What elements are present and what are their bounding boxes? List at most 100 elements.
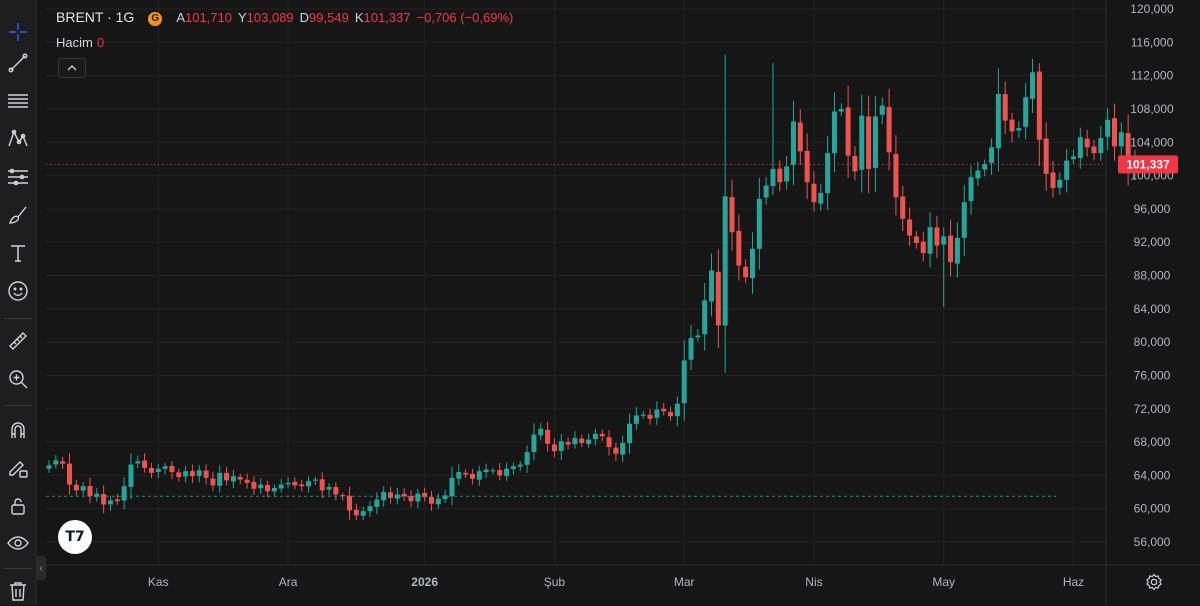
symbol-title[interactable]: BRENT · 1G	[56, 9, 135, 25]
candle-body	[1071, 156, 1076, 160]
candle-body	[1118, 132, 1124, 147]
price-tick-label: 116,000	[1131, 35, 1174, 49]
price-tick-label: 80,000	[1134, 335, 1171, 349]
candle-body	[360, 511, 366, 516]
price-tick-label: 60,000	[1134, 502, 1171, 516]
low-label: D	[299, 10, 310, 25]
fib-icon[interactable]	[3, 86, 33, 116]
candle-body	[524, 452, 530, 465]
candle-body	[1125, 133, 1131, 168]
collapse-toolbar-button[interactable]: ‹	[36, 556, 46, 580]
candle-body	[1050, 172, 1056, 189]
candle-body	[586, 439, 592, 444]
candle-body	[306, 481, 312, 487]
trend-line-icon[interactable]	[3, 48, 33, 78]
time-tick-label: Mar	[674, 575, 695, 589]
current-price-badge	[1118, 155, 1178, 174]
candle-body	[87, 485, 93, 497]
time-tick-label: Şub	[544, 575, 566, 589]
candle-body	[968, 177, 974, 202]
candle-body	[224, 472, 230, 481]
candle-body	[1016, 128, 1022, 131]
candle-body	[702, 300, 708, 335]
candle-body	[114, 499, 120, 502]
candle-body	[292, 481, 298, 486]
candle-body	[1023, 97, 1029, 127]
magnet-icon[interactable]	[3, 415, 33, 445]
G-icon: G	[148, 12, 163, 26]
price-tick-label: 88,000	[1134, 269, 1171, 283]
candle-body	[790, 121, 796, 165]
time-tick-label: Ara	[279, 575, 298, 589]
candle-body	[285, 482, 291, 485]
candle-body	[60, 461, 66, 464]
candle-body	[558, 441, 564, 452]
candle-body	[825, 153, 831, 194]
crosshair-icon[interactable]	[3, 17, 33, 47]
eye-icon[interactable]	[3, 528, 33, 558]
chart-area[interactable]: 120,000 116,000 112,000 108,000 104,000 100,0…	[46, 0, 1200, 605]
candle-body	[961, 202, 967, 238]
candle-body	[695, 335, 701, 338]
zoom-icon[interactable]	[3, 364, 33, 394]
candle-body	[388, 492, 393, 498]
candle-body	[709, 270, 715, 302]
candle-body	[237, 476, 243, 480]
candle-body	[312, 479, 318, 481]
candle-body	[941, 236, 947, 245]
candle-body	[258, 484, 264, 489]
price-chart[interactable]: 120,000116,000112,000108,000104,000100,0…	[46, 0, 1200, 605]
candle-body	[811, 183, 817, 203]
candle-body	[319, 479, 325, 491]
candle-body	[183, 471, 189, 477]
candle-body	[729, 197, 735, 233]
candle-body	[46, 465, 52, 469]
candle-body	[353, 509, 359, 516]
emoji-icon[interactable]	[3, 276, 33, 306]
candle-body	[989, 147, 995, 163]
current-price-label: 101,337	[1126, 157, 1170, 171]
forecast-icon[interactable]	[3, 162, 33, 192]
candle-body	[428, 497, 434, 504]
candle-body	[886, 107, 892, 153]
candle-body	[326, 487, 332, 490]
candle-body	[743, 266, 749, 278]
candle-body	[818, 193, 824, 204]
tradingview-logo[interactable]: T7	[58, 520, 92, 554]
pattern-icon[interactable]	[3, 124, 33, 154]
candle-body	[722, 196, 728, 326]
ruler-icon[interactable]	[3, 326, 33, 356]
drawing-toolbar	[0, 0, 37, 605]
gear-icon[interactable]	[1144, 572, 1164, 592]
lock-draw-icon[interactable]	[3, 453, 33, 483]
low-value: 99,549	[309, 10, 349, 25]
candle-body	[456, 472, 462, 479]
text-icon[interactable]	[3, 238, 33, 268]
candle-body	[784, 166, 790, 182]
toolbar-separator	[4, 405, 32, 406]
ohlc-legend: BRENT · 1G G A101,710 Y103,089 D99,549 K101,3…	[56, 9, 519, 26]
candle-body	[531, 434, 537, 453]
brush-icon[interactable]	[3, 200, 33, 230]
candle-body	[463, 472, 469, 475]
candle-body	[749, 248, 755, 279]
candle-body	[203, 470, 209, 478]
candle-body	[483, 469, 489, 473]
chevron-up-icon	[67, 65, 77, 71]
candle-body	[101, 494, 107, 505]
time-tick-label: May	[932, 575, 955, 589]
candle-body	[1009, 119, 1015, 132]
lock-icon[interactable]	[3, 491, 33, 521]
candle-body	[852, 155, 858, 172]
candle-body	[975, 170, 981, 179]
candle-body	[497, 470, 503, 476]
volume-label[interactable]: Hacim	[56, 35, 93, 50]
candle-body	[572, 437, 578, 445]
candle-body	[838, 108, 844, 112]
candle-body	[681, 360, 687, 404]
price-tick-label: 96,000	[1134, 202, 1171, 216]
collapse-legend-button[interactable]	[58, 58, 86, 78]
candle-body	[490, 470, 496, 472]
price-tick-label: 92,000	[1134, 235, 1171, 249]
trash-icon[interactable]	[3, 576, 33, 606]
